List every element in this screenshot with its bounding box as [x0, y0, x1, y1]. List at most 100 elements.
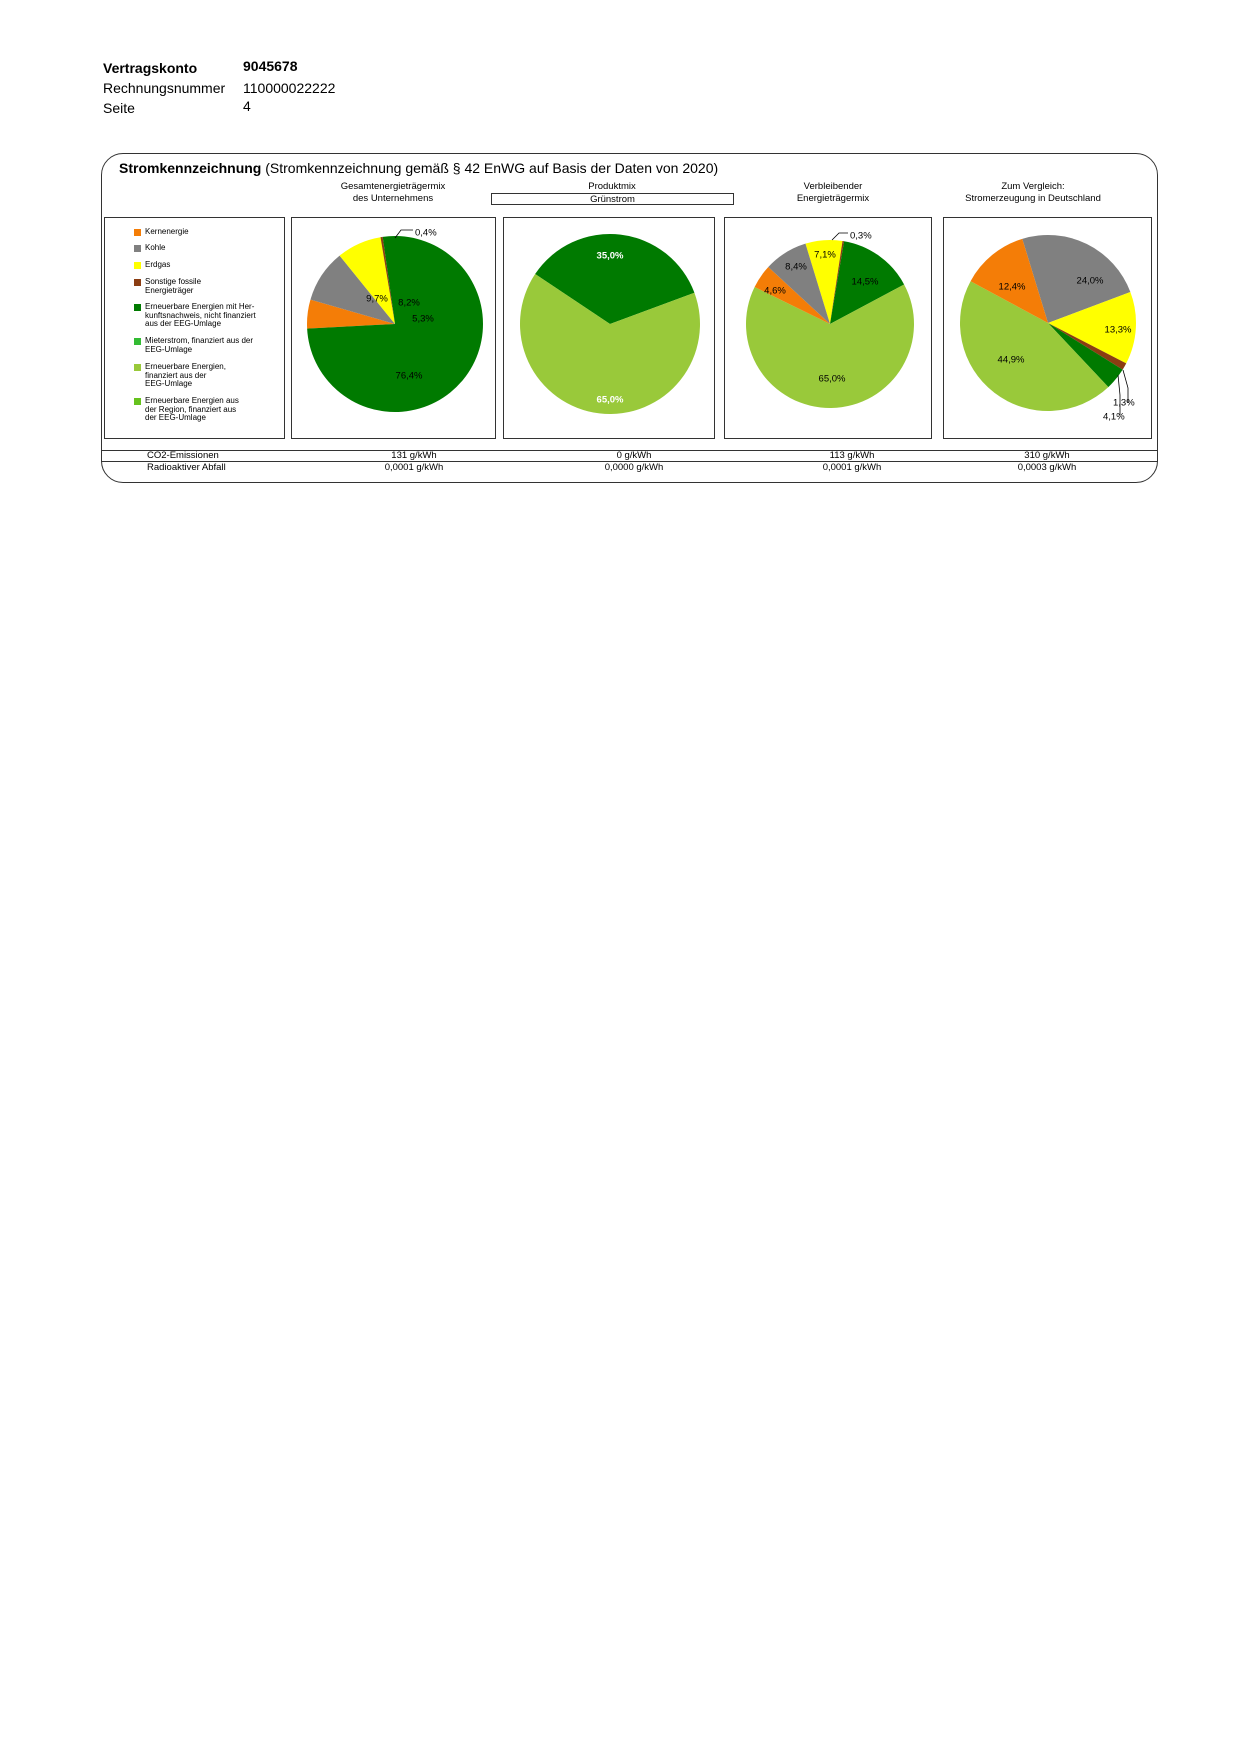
co2-value-3: 113 g/kWh: [829, 450, 875, 461]
col1-heading-line2: des Unternehmens: [352, 193, 434, 204]
pie-slice: [970, 238, 1048, 323]
pie-slice: [805, 239, 843, 324]
legend-item: Erneuerbare Energien mit Her-kunftsnachw…: [134, 302, 265, 329]
rechnungsnummer-label: Rechnungsnummer: [103, 80, 226, 96]
vertragskonto-label: Vertragskonto: [103, 60, 198, 76]
pie-slice: [307, 235, 483, 412]
legend-label: der EEG-Umlage: [145, 413, 206, 422]
pie-slice: [535, 233, 695, 324]
radioactive-waste-label: Radioaktiver Abfall: [147, 462, 226, 473]
pie-slice: [1022, 235, 1131, 323]
co2-value-2: 0 g/kWh: [616, 450, 652, 461]
legend-label: Kohle: [145, 243, 166, 252]
legend-item: Erdgas: [134, 260, 265, 270]
pie-chart-verbleibend: 7,1% 14,5% 65,0% 4,6% 8,4% 0,3%: [746, 231, 915, 409]
col2-product-box: Grünstrom: [491, 193, 734, 205]
pie-slice: [310, 255, 395, 324]
pie-leader-line: [831, 232, 848, 241]
pie-slice: [339, 237, 395, 324]
pie-slice: [830, 240, 845, 324]
col4-heading-line2: Stromerzeugung in Deutschland: [965, 193, 1101, 204]
pie-data-label: 9,7%: [366, 294, 388, 305]
legend-label: Erneuerbare Energien mit Her-: [145, 302, 255, 311]
legend-item: Erneuerbare Energien, finanziert aus der E…: [134, 362, 265, 389]
pie-slice: [830, 241, 905, 324]
pie-data-label: 7,1%: [814, 250, 836, 261]
legend-item: Kernenergie: [134, 227, 265, 237]
legend-label: der Region, finanziert aus: [145, 404, 237, 414]
pie-data-label: 14,5%: [852, 277, 879, 288]
seite-label: Seite: [103, 100, 135, 116]
col4-heading-line1: Zum Vergleich:: [1001, 181, 1065, 192]
panel-title-rest: (Stromkennzeichnung gemäß § 42 EnWG auf …: [265, 160, 719, 176]
pie-slice: [1048, 292, 1136, 364]
pie-data-label: 4,1%: [1103, 412, 1125, 423]
pie-data-label: 12,4%: [999, 282, 1026, 293]
pie-slice: [754, 267, 830, 324]
co2-value-1: 131 g/kWh: [391, 450, 437, 461]
legend-label: EEG-Umlage: [145, 379, 193, 388]
pie-slice: [768, 243, 830, 324]
pie-data-label: 5,3%: [412, 314, 434, 325]
legend-swatch: [134, 398, 141, 405]
panel-title: Stromkennzeichnung (Stromkennzeichnung g…: [119, 160, 718, 176]
seite-value: 4: [243, 98, 251, 114]
pie-data-label: 35,0%: [597, 251, 624, 262]
legend-label: finanziert aus der: [145, 370, 207, 380]
legend-swatch: [134, 364, 141, 371]
col2-product-label: Grünstrom: [590, 194, 635, 205]
stromkennzeichnung-panel: [101, 153, 1158, 483]
col1-heading-line1: Gesamtenergieträgermix: [340, 181, 446, 192]
footer-divider-top: [101, 450, 1158, 451]
pie-data-label: 24,0%: [1077, 276, 1104, 287]
pie-slice: [959, 281, 1109, 412]
legend-item: Sonstige fossile Energieträger: [134, 277, 265, 295]
legend-item: Kohle: [134, 243, 265, 253]
radio-value-2: 0,0000 g/kWh: [604, 462, 664, 473]
legend-swatch: [134, 229, 141, 236]
col4-heading: Zum Vergleich: Stromerzeugung in Deutsch…: [933, 181, 1133, 205]
pie-data-label: 76,4%: [396, 371, 423, 382]
pie-data-label: 0,3%: [850, 231, 872, 242]
legend-label: Erneuerbare Energien,: [145, 362, 226, 371]
pie-slice: [380, 236, 395, 324]
pie-data-label: 4,6%: [764, 286, 786, 297]
col3-heading-line1: Verbleibender: [803, 181, 863, 192]
radio-value-1: 0,0001 g/kWh: [384, 462, 444, 473]
pie-leader-line: [1117, 374, 1121, 415]
legend-swatch: [134, 304, 141, 311]
pie-chart-produktmix: 35,0% 65,0%: [519, 233, 700, 414]
vertragskonto-value: 9045678: [243, 58, 298, 74]
pie-slice: [519, 274, 700, 414]
legend-label: Erneuerbare Energien aus: [145, 396, 239, 405]
pie-chart-gesamtmix: 5,3% 9,7% 8,2% 76,4% 0,4%: [306, 228, 483, 412]
legend-label: kunftsnachweis, nicht finanziert: [145, 310, 256, 320]
legend-label: Mieterstrom, finanziert aus der: [145, 336, 254, 345]
pie-data-label: 13,3%: [1105, 325, 1132, 336]
pie-data-label: 44,9%: [998, 355, 1025, 366]
pie-chart-deutschland: 24,0% 13,3% 44,9% 12,4% 1,3% 4,1%: [959, 235, 1136, 423]
pie-leader-line: [394, 229, 413, 239]
radio-value-4: 0,0003 g/kWh: [1017, 462, 1077, 473]
legend: Kernenergie Kohle Erdgas Sonstige fossile En…: [104, 217, 285, 439]
footer-divider-mid: [101, 461, 1158, 462]
pie-data-label: 65,0%: [819, 374, 846, 385]
col1-heading: Gesamtenergieträgermix des Unternehmens: [293, 181, 493, 205]
radio-value-3: 0,0001 g/kWh: [822, 462, 882, 473]
pie-data-label: 1,3%: [1113, 398, 1135, 409]
pie-data-label: 65,0%: [597, 395, 624, 406]
pie-slice: [1048, 323, 1123, 388]
col2-heading: Produktmix: [588, 181, 636, 192]
co2-label: CO2-Emissionen: [147, 450, 219, 461]
pie-slice: [746, 284, 915, 409]
pie-data-label: 8,2%: [398, 298, 420, 309]
panel-title-bold: Stromkennzeichnung: [119, 160, 262, 176]
legend-label: Erdgas: [145, 260, 171, 269]
pie-data-label: 0,4%: [415, 228, 437, 239]
col3-heading-line2: Energieträgermix: [796, 193, 870, 204]
pie-slice: [1048, 323, 1127, 370]
pie-slice: [306, 299, 395, 329]
legend-swatch: [134, 338, 141, 345]
legend-swatch: [134, 245, 141, 252]
legend-label: aus der EEG-Umlage: [145, 319, 222, 328]
